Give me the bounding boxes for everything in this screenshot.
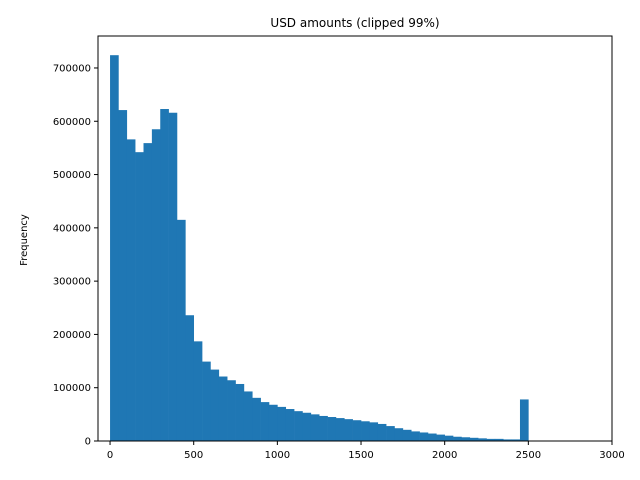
histogram-bar: [310, 414, 320, 441]
x-tick-label: 2500: [516, 450, 541, 461]
histogram-bar: [160, 109, 169, 441]
histogram-bar: [302, 412, 312, 441]
histogram-bar: [444, 435, 454, 441]
x-axis: 0 500 1000 1500 2000 2500 3000: [107, 441, 625, 461]
histogram-bar: [176, 219, 186, 441]
plot-frame: [97, 35, 613, 442]
y-tick-label: 700000: [53, 63, 91, 74]
histogram-bar: [252, 397, 261, 441]
histogram-bar: [352, 420, 362, 441]
histogram-bar: [218, 376, 228, 441]
histogram-bar: [126, 139, 136, 441]
x-tick-label: 0: [107, 450, 113, 461]
histogram-bar: [168, 112, 178, 441]
histogram-bar: [210, 369, 220, 441]
histogram-bar: [361, 421, 370, 441]
histogram-bar: [377, 423, 387, 441]
histogram-bar: [135, 152, 144, 441]
histogram-bar: [402, 429, 412, 441]
histogram-bar: [394, 428, 404, 441]
chart-title: USD amounts (clipped 99%): [270, 16, 439, 30]
histogram-bar: [427, 433, 437, 441]
histogram-bar: [453, 436, 462, 441]
histogram-bar: [511, 439, 521, 441]
histogram-bar: [478, 438, 487, 441]
y-axis: 0 100000 200000 300000 400000 500000 600000 700…: [53, 63, 98, 448]
x-tick-label: 1000: [265, 450, 290, 461]
histogram-bar: [486, 438, 496, 441]
histogram-bar: [319, 415, 328, 441]
histogram-bar: [151, 129, 161, 441]
histogram-bar: [294, 411, 303, 441]
histogram-bar: [268, 404, 278, 441]
histogram-bar: [494, 438, 504, 441]
histogram-bar: [335, 418, 345, 441]
histogram-bar: [386, 426, 395, 441]
x-tick-label: 1500: [348, 450, 373, 461]
y-tick-label: 400000: [53, 223, 91, 234]
histogram-bar: [503, 439, 512, 441]
histogram-bar: [143, 143, 153, 441]
histogram-bar: [243, 391, 253, 441]
histogram-bar: [185, 315, 195, 441]
x-tick-label: 3000: [599, 450, 624, 461]
y-tick-label: 500000: [53, 170, 91, 181]
histogram-bar: [277, 406, 287, 441]
histogram-bar: [519, 399, 529, 441]
histogram-bar: [419, 432, 429, 441]
histogram-bar: [235, 383, 245, 441]
histogram-bar: [436, 434, 445, 441]
y-tick-label: 300000: [53, 277, 91, 288]
bars-group: [110, 55, 529, 442]
y-tick-label: 100000: [53, 383, 91, 394]
histogram-bar: [411, 431, 420, 441]
x-tick-label: 2000: [432, 450, 457, 461]
histogram-bar: [110, 55, 119, 442]
y-axis-label: Frequency: [19, 214, 30, 266]
histogram-bar: [461, 437, 471, 441]
histogram-bar: [327, 417, 337, 441]
histogram-bar: [227, 380, 236, 441]
y-tick-label: 0: [85, 437, 91, 448]
histogram-bar: [260, 402, 270, 441]
y-tick-label: 600000: [53, 117, 91, 128]
histogram-bar: [193, 341, 203, 441]
x-tick-label: 500: [184, 450, 203, 461]
histogram-bar: [344, 419, 353, 441]
histogram-bar: [202, 361, 211, 441]
histogram-bar: [369, 422, 379, 441]
histogram-bar: [118, 110, 128, 442]
y-tick-label: 200000: [53, 330, 91, 341]
histogram-bar: [469, 437, 479, 441]
histogram-bar: [285, 409, 295, 441]
